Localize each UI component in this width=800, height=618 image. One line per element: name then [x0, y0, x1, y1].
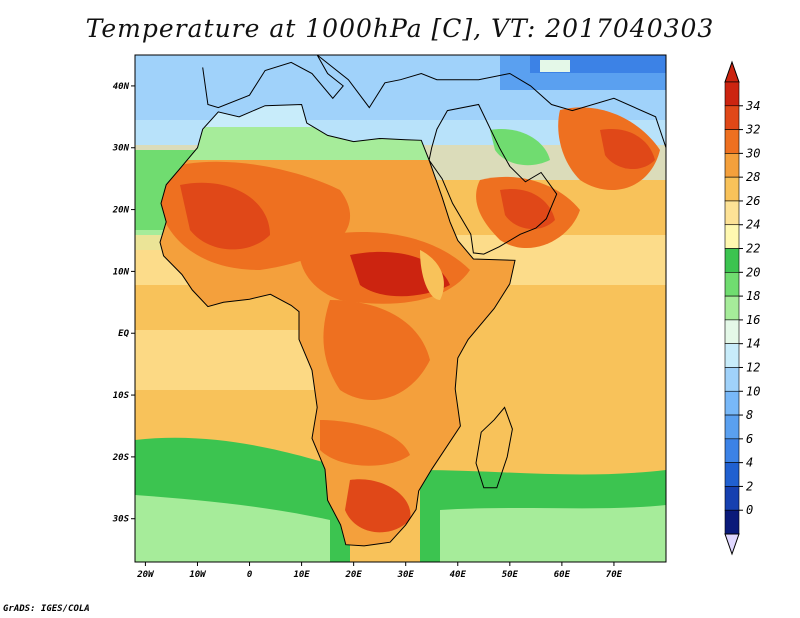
colorbar-label: 6	[746, 432, 753, 446]
colorbar-label: 12	[746, 360, 760, 374]
colorbar-label: 26	[746, 194, 760, 208]
lon-tick-label: 10W	[189, 570, 207, 580]
colorbar-segment	[724, 153, 740, 178]
lon-tick-label: 20W	[136, 570, 155, 580]
lat-tick-label: 40N	[113, 82, 130, 92]
colorbar-label: 22	[746, 242, 760, 256]
lon-tick-label: 70E	[606, 570, 623, 580]
madagascar-coastline	[475, 406, 513, 489]
lon-tick-label: 30E	[397, 570, 415, 580]
colorbar-segment	[724, 319, 740, 344]
colorbar-label: 2	[746, 479, 753, 493]
arabia-coastline	[428, 103, 558, 255]
colorbar-label: 20	[746, 265, 760, 279]
colorbar-segment	[724, 343, 740, 368]
colorbar-segment	[724, 272, 740, 297]
colorbar-segment	[724, 486, 740, 511]
colorbar-label: 0	[746, 503, 753, 517]
colorbar-under-arrow	[724, 533, 740, 556]
latitude-axis: 40N 30N 20N 10N EQ 10S 20S 30S	[112, 82, 135, 525]
colorbar-segment	[724, 129, 740, 154]
colorbar-label: 28	[746, 170, 760, 184]
lon-tick-label: 10E	[293, 570, 310, 580]
colorbar-label: 24	[746, 218, 760, 232]
lon-tick-label: 60E	[554, 570, 571, 580]
colorbar-segment	[724, 462, 740, 487]
lat-tick-label: 30N	[112, 144, 130, 154]
lat-tick-label: 20S	[112, 453, 130, 463]
colorbar-segment	[724, 200, 740, 226]
colorbar-label: 14	[746, 337, 760, 351]
colorbar-label: 4	[746, 456, 753, 470]
colorbar-label: 34	[745, 99, 760, 113]
temperature-field	[135, 55, 666, 562]
colorbar-segment	[724, 81, 740, 107]
lat-tick-label: EQ	[118, 329, 129, 339]
colorbar-segment	[724, 105, 740, 130]
colorbar-label: 16	[746, 313, 760, 327]
longitude-axis: 20W 10W 0 10E 20E 30E 40E 50E 60E 70E	[136, 562, 623, 580]
colorbar-label: 10	[746, 384, 760, 398]
colorbar-segment	[724, 176, 740, 202]
lat-tick-label: 10N	[113, 267, 130, 277]
colorbar-over-arrow	[724, 60, 740, 83]
africa-coastline	[159, 103, 516, 547]
lon-tick-label: 50E	[502, 570, 519, 580]
colorbar-segment	[724, 509, 740, 535]
colorbar-label: 18	[746, 289, 760, 303]
colorbar-segment	[724, 248, 740, 273]
colorbar-label: 32	[745, 123, 760, 137]
lon-tick-label: 0	[247, 570, 253, 580]
map-title: Temperature at 1000hPa [C], VT: 20170403…	[85, 14, 715, 43]
colorbar-segment	[724, 438, 740, 463]
colorbar-segment	[724, 414, 740, 440]
colorbar-segment	[724, 367, 740, 392]
lon-tick-label: 40E	[450, 570, 467, 580]
lon-tick-label: 20E	[345, 570, 363, 580]
lat-tick-label: 10S	[113, 391, 130, 401]
colorbar-label: 30	[745, 146, 760, 160]
europe-coastline	[202, 54, 667, 148]
colorbar-segment	[724, 390, 740, 416]
colorbar-segment	[724, 295, 740, 321]
colorbar-label: 8	[746, 408, 753, 422]
lat-tick-label: 20N	[112, 206, 130, 216]
lat-tick-label: 30S	[112, 515, 130, 525]
map-frame	[134, 54, 667, 563]
grads-credit: GrADS: IGES/COLA	[3, 604, 90, 614]
colorbar-segment	[724, 224, 740, 249]
